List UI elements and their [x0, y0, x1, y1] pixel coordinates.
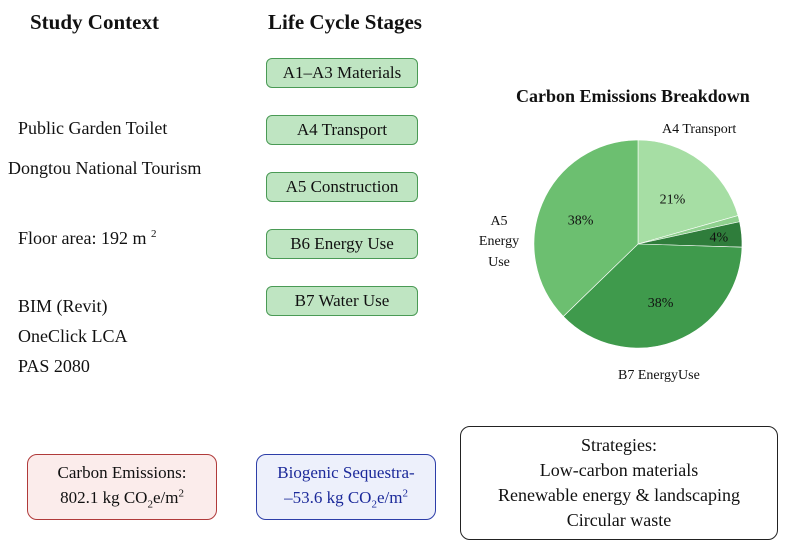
pie-label-left-line1: A5 [490, 214, 508, 229]
strategies-title: Strategies: [581, 434, 657, 455]
carbon-emissions-sub: 2 [147, 498, 153, 511]
pie-value-label-3: 4% [709, 231, 728, 246]
pie-slice-4 [562, 243, 743, 349]
biogenic-sub: 2 [371, 498, 377, 511]
strategy-circular: Circular waste [566, 510, 672, 531]
biogenic-sup: 2 [402, 487, 408, 499]
carbon-emissions-sup: 2 [178, 487, 184, 499]
carbon-emissions-value: 802.1 kg CO [60, 487, 148, 507]
pie-value-label-4: 38% [648, 296, 674, 311]
pie-label-left: A5 Energy Use [476, 212, 522, 273]
carbon-emissions-box: Carbon Emissions: 802.1 kg CO2e/m2 [27, 454, 217, 520]
strategy-renewable: Renewable energy & landscaping [497, 485, 741, 505]
stage-a4: A4 Transport [266, 115, 418, 145]
floor-area-text: Floor area: 192 m [18, 228, 147, 248]
pie-value-label-1: 21% [660, 192, 686, 207]
pie-label-top: A4 Transport [662, 122, 737, 137]
stage-b6: B6 Energy Use [266, 229, 418, 259]
building-type: Public Garden Toilet [18, 118, 168, 138]
biogenic-box: Biogenic Sequestra- –53.6 kg CO2e/m2 [256, 454, 436, 520]
pie-slice-1 [637, 140, 739, 245]
pie-label-left-line2: Energy [478, 234, 520, 250]
floor-area-sup: 2 [150, 228, 157, 240]
pie-label-left-line3: Use [488, 254, 510, 270]
biogenic-title: Biogenic Sequestra- [277, 463, 415, 483]
life-cycle-heading: Life Cycle Stages [268, 10, 422, 34]
pie-label-bottom: B7 EnergyUse [618, 368, 700, 383]
stage-a1-a3: A1–A3 Materials [266, 58, 418, 88]
pie-chart: 21% 4% 38% 38% [533, 140, 743, 349]
biogenic-unit: e/m [376, 487, 403, 507]
pie-slice-5 [533, 140, 639, 317]
strategy-low-carbon: Low-carbon materials [539, 459, 699, 480]
pie-value-label-5: 38% [568, 214, 594, 229]
tool-bim: BIM (Revit) [18, 296, 108, 316]
pie-title: Carbon Emissions Breakdown [516, 86, 750, 106]
strategies-box: Strategies: Low-carbon materials Renewab… [460, 426, 778, 540]
carbon-emissions-title: Carbon Emissions: [57, 463, 187, 483]
location: Dongtou National Tourism [8, 158, 202, 178]
floor-area: Floor area: 192 m 2 [18, 228, 156, 249]
biogenic-value: –53.6 kg CO [284, 487, 372, 507]
stage-a5: A5 Construction [266, 172, 418, 202]
biogenic-value-line: –53.6 kg CO2e/m2 [284, 486, 408, 513]
tool-pas: PAS 2080 [18, 356, 90, 376]
tool-oneclick: OneClick LCA [18, 326, 128, 346]
carbon-emissions-value-line: 802.1 kg CO2e/m2 [60, 486, 184, 513]
stage-b7: B7 Water Use [266, 286, 418, 316]
study-context-heading: Study Context [30, 10, 159, 34]
carbon-emissions-unit: e/m [152, 487, 179, 507]
